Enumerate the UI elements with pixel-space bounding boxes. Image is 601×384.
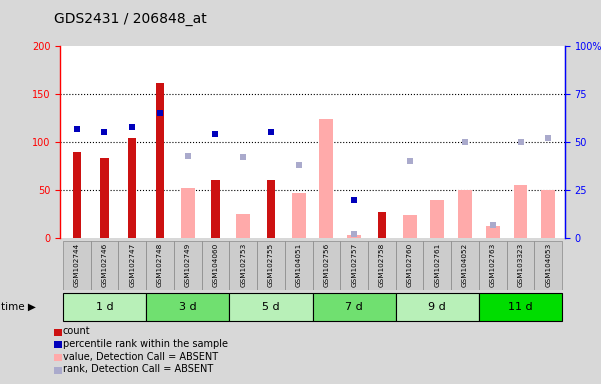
FancyBboxPatch shape xyxy=(91,241,118,290)
Text: GSM104051: GSM104051 xyxy=(296,243,302,287)
Bar xyxy=(156,83,164,238)
Bar xyxy=(486,226,500,238)
Text: GSM104060: GSM104060 xyxy=(212,243,218,287)
Text: GSM102753: GSM102753 xyxy=(240,243,246,287)
Text: GSM102758: GSM102758 xyxy=(379,243,385,287)
Bar xyxy=(514,185,528,238)
FancyBboxPatch shape xyxy=(368,241,395,290)
Text: GSM102749: GSM102749 xyxy=(185,243,191,287)
Text: GSM103323: GSM103323 xyxy=(517,243,523,287)
Text: GSM102760: GSM102760 xyxy=(407,243,413,287)
Text: GSM102757: GSM102757 xyxy=(351,243,357,287)
Text: 3 d: 3 d xyxy=(179,302,197,312)
FancyBboxPatch shape xyxy=(395,293,479,321)
Bar xyxy=(100,158,109,238)
Text: 9 d: 9 d xyxy=(429,302,446,312)
FancyBboxPatch shape xyxy=(63,241,91,290)
Bar xyxy=(403,215,416,238)
FancyBboxPatch shape xyxy=(146,241,174,290)
FancyBboxPatch shape xyxy=(230,293,313,321)
FancyBboxPatch shape xyxy=(340,241,368,290)
FancyBboxPatch shape xyxy=(285,241,313,290)
Bar xyxy=(291,193,305,238)
Bar xyxy=(430,200,444,238)
Bar xyxy=(267,180,275,238)
FancyBboxPatch shape xyxy=(257,241,285,290)
FancyBboxPatch shape xyxy=(451,241,479,290)
Bar xyxy=(236,214,250,238)
Bar xyxy=(73,152,81,238)
FancyBboxPatch shape xyxy=(174,241,201,290)
FancyBboxPatch shape xyxy=(424,241,451,290)
Text: 11 d: 11 d xyxy=(508,302,533,312)
Text: GSM102747: GSM102747 xyxy=(129,243,135,287)
Bar xyxy=(128,138,136,238)
Text: GSM102746: GSM102746 xyxy=(102,243,108,287)
Bar xyxy=(212,180,219,238)
Text: GSM102755: GSM102755 xyxy=(268,243,274,287)
Text: value, Detection Call = ABSENT: value, Detection Call = ABSENT xyxy=(63,352,218,362)
Text: time ▶: time ▶ xyxy=(1,302,36,312)
FancyBboxPatch shape xyxy=(118,241,146,290)
Text: GSM104053: GSM104053 xyxy=(545,243,551,287)
FancyBboxPatch shape xyxy=(230,241,257,290)
Text: GDS2431 / 206848_at: GDS2431 / 206848_at xyxy=(54,12,207,25)
Text: count: count xyxy=(63,326,90,336)
FancyBboxPatch shape xyxy=(479,241,507,290)
Text: GSM104052: GSM104052 xyxy=(462,243,468,287)
FancyBboxPatch shape xyxy=(534,241,562,290)
Text: percentile rank within the sample: percentile rank within the sample xyxy=(63,339,228,349)
Bar xyxy=(320,119,334,238)
Bar xyxy=(458,190,472,238)
Bar xyxy=(542,190,555,238)
Text: GSM102761: GSM102761 xyxy=(435,243,441,287)
FancyBboxPatch shape xyxy=(479,293,562,321)
FancyBboxPatch shape xyxy=(313,293,395,321)
Text: GSM102763: GSM102763 xyxy=(490,243,496,287)
Bar xyxy=(347,235,361,238)
FancyBboxPatch shape xyxy=(146,293,230,321)
Text: 1 d: 1 d xyxy=(96,302,114,312)
FancyBboxPatch shape xyxy=(313,241,340,290)
Text: GSM102748: GSM102748 xyxy=(157,243,163,287)
Text: 7 d: 7 d xyxy=(345,302,363,312)
FancyBboxPatch shape xyxy=(63,293,146,321)
Text: 5 d: 5 d xyxy=(262,302,279,312)
Text: GSM102756: GSM102756 xyxy=(323,243,329,287)
Bar xyxy=(377,212,386,238)
Text: rank, Detection Call = ABSENT: rank, Detection Call = ABSENT xyxy=(63,364,213,374)
Text: GSM102744: GSM102744 xyxy=(74,243,80,287)
Bar xyxy=(181,188,195,238)
FancyBboxPatch shape xyxy=(395,241,424,290)
FancyBboxPatch shape xyxy=(201,241,230,290)
FancyBboxPatch shape xyxy=(507,241,534,290)
